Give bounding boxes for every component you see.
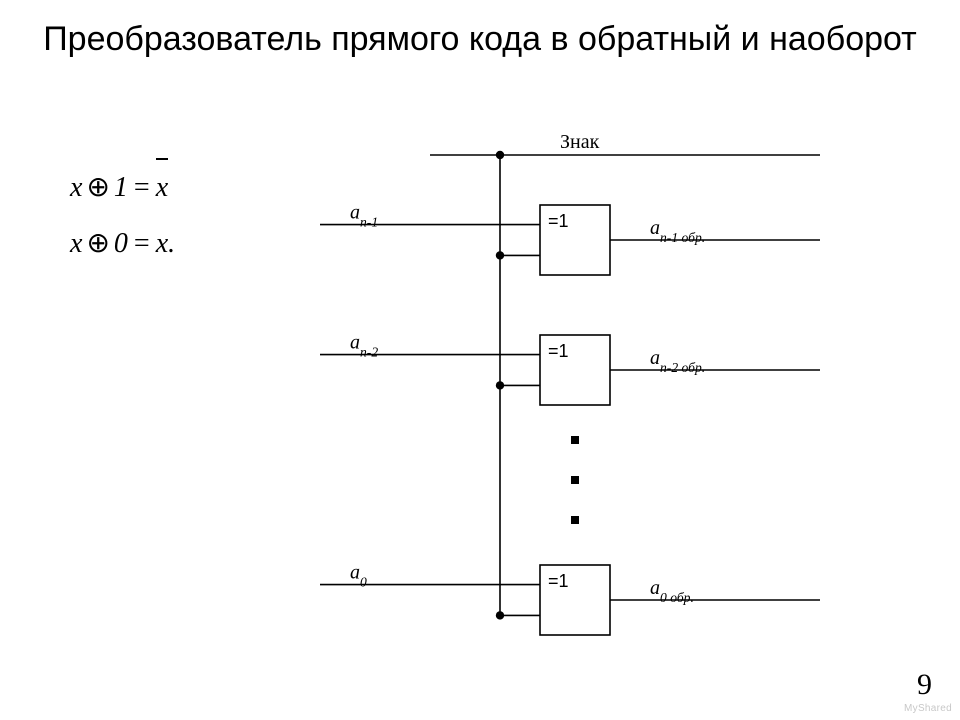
eq1-result-var: x bbox=[156, 172, 168, 203]
eq2-digit: 0 bbox=[114, 228, 128, 259]
svg-text:=1: =1 bbox=[548, 341, 569, 361]
equation-2: x⊕0=x. bbox=[70, 216, 175, 272]
eq-sign: = bbox=[128, 172, 156, 203]
eq-sign: = bbox=[128, 228, 156, 259]
eq2-var-x: x bbox=[70, 228, 82, 259]
logic-diagram: Знак=1an-1an-1 обр.=1an-2an-2 обр.=1a0a0… bbox=[300, 120, 860, 685]
svg-text:=1: =1 bbox=[548, 211, 569, 231]
eq2-period: . bbox=[168, 228, 175, 259]
eq1-digit: 1 bbox=[114, 172, 128, 203]
eq1-var-x: x bbox=[70, 172, 82, 203]
eq2-result-var: x bbox=[156, 228, 168, 259]
xor-symbol: ⊕ bbox=[82, 172, 113, 203]
equation-1: x⊕1=x bbox=[70, 160, 175, 216]
slide-title: Преобразователь прямого кода в обратный … bbox=[0, 18, 960, 61]
watermark: MyShared bbox=[904, 703, 952, 714]
svg-text:Знак: Знак bbox=[560, 131, 600, 153]
eq1-result-overline: x bbox=[156, 160, 168, 216]
page-number: 9 bbox=[917, 668, 932, 702]
xor-symbol: ⊕ bbox=[82, 228, 113, 259]
equations-block: x⊕1=x x⊕0=x. bbox=[70, 160, 175, 272]
svg-text:=1: =1 bbox=[548, 571, 569, 591]
logic-diagram-svg: Знак=1an-1an-1 обр.=1an-2an-2 обр.=1a0a0… bbox=[300, 120, 860, 680]
